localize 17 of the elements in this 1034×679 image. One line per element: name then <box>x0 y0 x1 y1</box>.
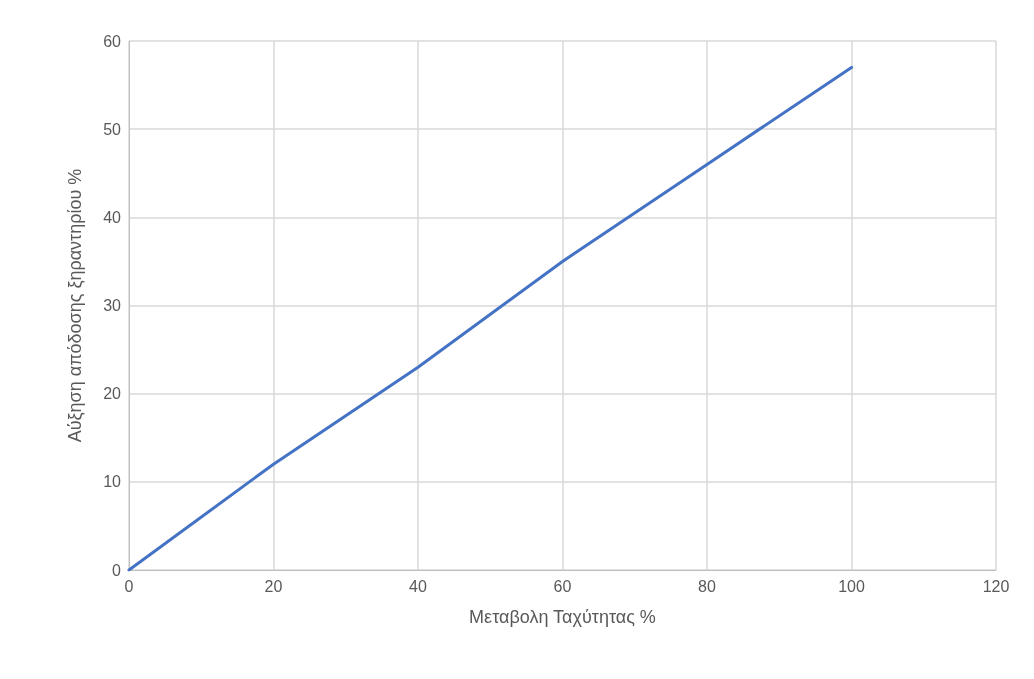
y-tick-label: 60 <box>103 32 122 50</box>
x-axis-title: Μεταβολη Ταχύτητας % <box>469 607 656 627</box>
line-series <box>127 65 853 572</box>
y-tick-label: 50 <box>103 120 122 138</box>
y-tick-label: 40 <box>103 208 122 226</box>
x-tick-label: 100 <box>838 577 865 595</box>
x-tick-label: 0 <box>124 577 134 595</box>
y-tick-label: 10 <box>103 473 122 491</box>
x-tick-label: 120 <box>982 577 1010 595</box>
y-tick-label: 20 <box>103 385 122 403</box>
x-tick-label: 20 <box>264 577 283 595</box>
y-axis-title: Αύξηση απόδοσης ξηραντηρίου % <box>65 168 85 443</box>
x-tick-label: 80 <box>698 577 716 595</box>
x-tick-label: 60 <box>553 577 572 595</box>
y-tick-label: 30 <box>103 297 122 314</box>
y-tick-label: 0 <box>112 561 122 579</box>
x-tick-label: 40 <box>409 577 427 595</box>
